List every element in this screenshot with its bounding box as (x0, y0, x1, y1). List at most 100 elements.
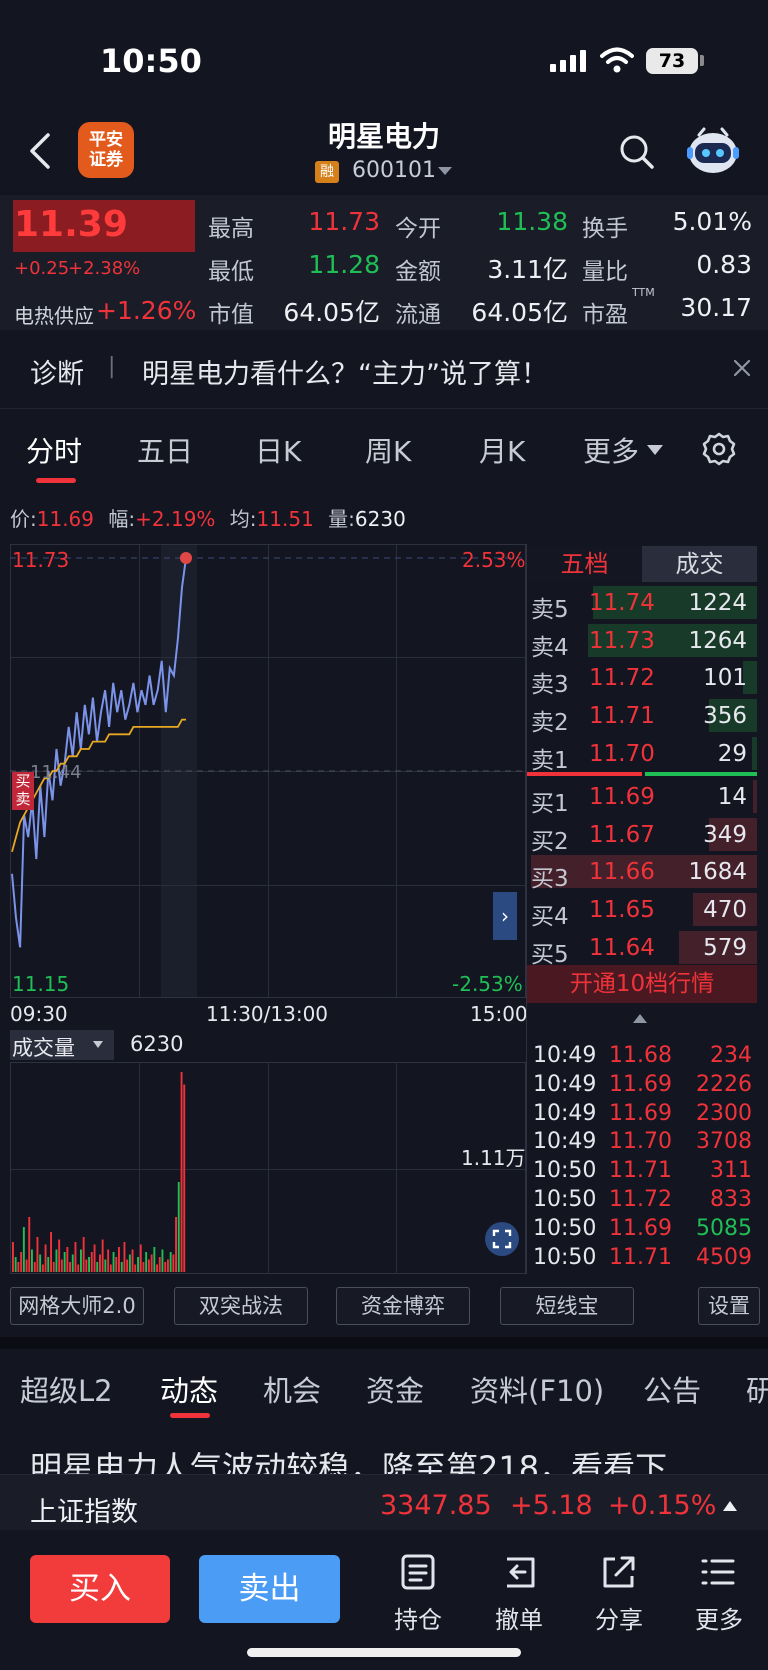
order-book-row[interactable]: 买1 11.69 14 (527, 778, 757, 817)
battery-tip (700, 55, 704, 66)
upgrade-level2-button[interactable]: 开通10档行情 (527, 965, 757, 1003)
tab-opportunity[interactable]: 机会 (263, 1374, 322, 1408)
document-icon[interactable] (399, 1553, 437, 1591)
spread-divider-green (645, 772, 757, 776)
index-bar[interactable] (0, 1474, 768, 1536)
tab-five-day[interactable]: 五日 (137, 435, 194, 468)
buy-button[interactable]: 买入 (30, 1555, 170, 1623)
volume-bars (12, 1072, 186, 1272)
trade-quantity: 833 (710, 1187, 752, 1212)
tab-daily-k[interactable]: 日K (255, 435, 302, 468)
holdings-label[interactable]: 持仓 (394, 1606, 442, 1634)
news-preview[interactable]: 明星电力人气波动较稳，降至第218，看看下 (30, 1449, 668, 1474)
order-book-row[interactable]: 卖4 11.73 1264 (527, 622, 757, 661)
volume-bar (55, 1249, 58, 1272)
order-volume-bar (743, 661, 757, 695)
tab-weekly-k[interactable]: 周K (365, 435, 412, 468)
price-highlight (13, 200, 195, 252)
cancel-order-label[interactable]: 撤单 (495, 1606, 543, 1634)
order-price: 11.73 (589, 627, 655, 654)
volume-bar (104, 1259, 107, 1272)
tab-more[interactable]: 更多 (583, 435, 640, 468)
volume-chart (10, 1062, 526, 1274)
tab-funds[interactable]: 资金 (366, 1374, 425, 1408)
fullscreen-icon[interactable] (485, 1222, 519, 1256)
menu-icon[interactable] (699, 1553, 737, 1591)
diagnosis-banner[interactable] (0, 332, 768, 402)
order-book-row[interactable]: 买3 11.66 1684 (527, 853, 757, 893)
order-level-label: 买1 (531, 791, 569, 817)
volume-bar (39, 1254, 42, 1272)
quote-field-value: 3.11亿 (487, 255, 568, 284)
volume-bar (50, 1232, 52, 1272)
volume-bar (88, 1257, 90, 1272)
trade-price: 11.69 (609, 1100, 672, 1126)
tab-research[interactable]: 研 (746, 1374, 768, 1408)
tab-announcements[interactable]: 公告 (643, 1374, 702, 1408)
tab-monthly-k[interactable]: 月K (479, 435, 526, 468)
tab-f10[interactable]: 资料(F10) (470, 1374, 605, 1408)
order-book-row[interactable]: 买5 11.64 579 (527, 929, 757, 968)
share-label[interactable]: 分享 (595, 1606, 643, 1634)
volume-bar (142, 1262, 145, 1272)
fund-game-button[interactable]: 资金博弈 (336, 1287, 470, 1325)
sector-change: +1.26% (96, 296, 197, 325)
search-icon[interactable] (618, 133, 656, 171)
sector-name[interactable]: 电热供应 (14, 304, 94, 328)
order-book-row[interactable]: 卖1 11.70 29 (527, 735, 757, 774)
dropdown-triangle-icon[interactable] (92, 1040, 104, 1049)
order-book-tab-five[interactable]: 五档 (527, 546, 642, 582)
expand-panel-button[interactable]: › (493, 892, 517, 940)
order-book-tab-trades[interactable]: 成交 (642, 546, 757, 582)
undo-icon[interactable] (499, 1553, 539, 1591)
volume-bar (20, 1252, 23, 1272)
tab-news[interactable]: 动态 (160, 1374, 219, 1408)
share-icon[interactable] (599, 1553, 637, 1591)
order-quantity: 29 (717, 740, 747, 767)
order-book-row[interactable]: 买4 11.65 470 (527, 891, 757, 930)
gear-icon[interactable] (702, 432, 736, 466)
order-level-label: 买3 (531, 866, 569, 893)
volume-bar (112, 1252, 115, 1272)
chart-info-line: 价:11.69 幅:+2.19% 均:11.51 量:6230 (10, 503, 406, 532)
diagnosis-text[interactable]: 明星电力看什么？“主力”说了算！ (142, 359, 548, 390)
wifi-icon (600, 47, 634, 73)
stock-code[interactable]: 600101 (352, 158, 436, 183)
dropdown-triangle-icon[interactable] (646, 444, 664, 456)
more-label[interactable]: 更多 (695, 1606, 743, 1634)
order-book-row[interactable]: 卖5 11.74 1224 (527, 584, 757, 623)
order-book-row[interactable]: 买2 11.67 349 (527, 816, 757, 855)
order-book-row[interactable]: 卖2 11.71 356 (527, 697, 757, 736)
volume-bar (145, 1252, 148, 1272)
robot-assistant-icon[interactable] (686, 126, 740, 176)
short-line-button[interactable]: 短线宝 (500, 1287, 634, 1325)
tools-settings-button[interactable]: 设置 (698, 1287, 760, 1325)
volume-bar (120, 1262, 123, 1272)
volume-bar (82, 1237, 85, 1272)
collapse-up-icon[interactable] (632, 1013, 648, 1024)
chevron-down-icon[interactable] (437, 166, 453, 176)
sell-button[interactable]: 卖出 (199, 1555, 340, 1623)
close-icon[interactable] (732, 358, 752, 378)
stock-name: 明星电力 (327, 120, 440, 153)
expand-up-icon[interactable] (722, 1500, 738, 1512)
volume-bar (147, 1259, 150, 1272)
trade-price: 11.68 (609, 1043, 672, 1068)
index-pct: +0.15% (608, 1490, 717, 1521)
volume-bar (66, 1247, 69, 1272)
order-book-row[interactable]: 卖3 11.72 101 (527, 659, 757, 698)
volume-bar (33, 1262, 36, 1272)
grid-master-button[interactable]: 网格大师2.0 (10, 1287, 144, 1325)
back-arrow-icon[interactable] (28, 132, 52, 170)
quote-field-label: 换手 (582, 216, 628, 242)
order-level-label: 买5 (531, 941, 569, 968)
range-info-label: 幅: (108, 507, 136, 531)
y-bottom-label: 11.15 (12, 972, 70, 996)
trade-quantity: 2226 (696, 1071, 752, 1097)
tab-intraday[interactable]: 分时 (26, 435, 83, 468)
volume-bar (177, 1182, 180, 1272)
tab-super-l2[interactable]: 超级L2 (20, 1374, 113, 1408)
double-breakout-button[interactable]: 双突战法 (174, 1287, 308, 1325)
order-volume-bar (709, 817, 757, 851)
quote-field-value: 64.05亿 (283, 298, 380, 327)
